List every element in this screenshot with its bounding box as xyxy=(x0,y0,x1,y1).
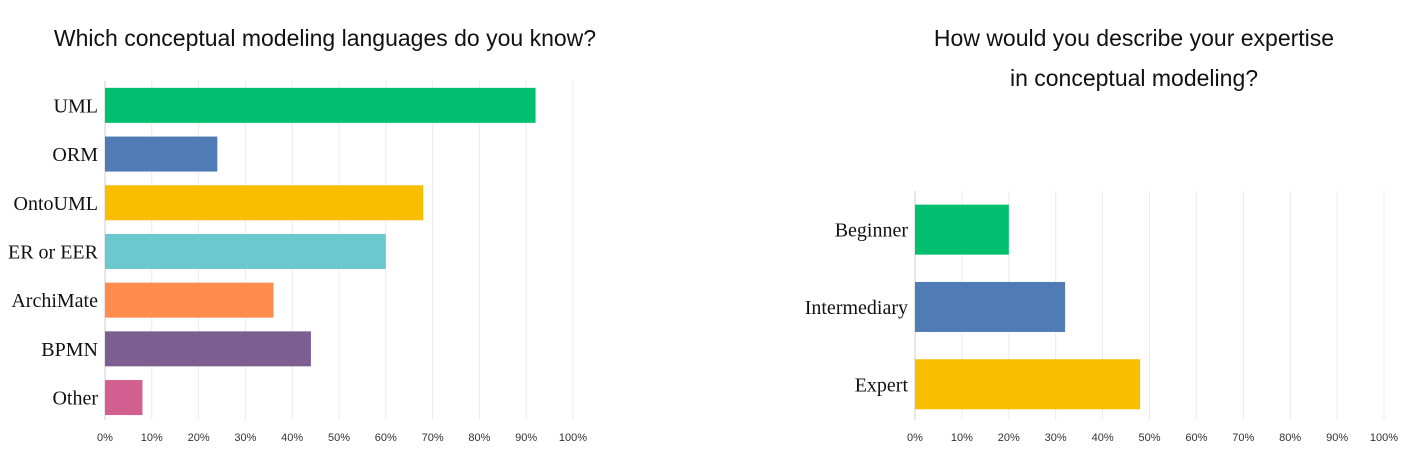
languages-bar-uml xyxy=(105,87,536,123)
languages-chart-title: Which conceptual modeling languages do y… xyxy=(54,25,596,51)
languages-chart-tick-labels: 0% 10% 20% 30% 40% 50% 60% 70% 80% 90% 100% xyxy=(97,432,587,444)
languages-chart: Which conceptual modeling languages do y… xyxy=(8,25,596,444)
languages-chart-bars xyxy=(105,87,536,416)
languages-bar-ontouml xyxy=(105,185,424,221)
languages-x-tick-label: 10% xyxy=(141,432,163,444)
expertise-x-tick-label: 60% xyxy=(1185,432,1207,444)
expertise-category-label: Expert xyxy=(855,374,909,396)
expertise-x-tick-label: 100% xyxy=(1370,432,1398,444)
languages-x-tick-label: 100% xyxy=(559,432,587,444)
languages-x-tick-label: 70% xyxy=(422,432,444,444)
expertise-x-tick-label: 90% xyxy=(1326,432,1348,444)
expertise-bar-expert xyxy=(915,359,1141,410)
languages-bar-orm xyxy=(105,136,218,172)
expertise-chart-tick-labels: 0% 10% 20% 30% 40% 50% 60% 70% 80% 90% 100% xyxy=(907,432,1398,444)
expertise-chart-category-labels: Beginner Intermediary Expert xyxy=(805,220,909,397)
languages-category-label: ER or EER xyxy=(8,241,99,263)
expertise-x-tick-label: 80% xyxy=(1279,432,1301,444)
languages-x-tick-label: 20% xyxy=(188,432,210,444)
languages-x-tick-label: 50% xyxy=(328,432,350,444)
languages-category-label: ArchiMate xyxy=(11,290,98,312)
languages-x-tick-label: 90% xyxy=(515,432,537,444)
expertise-x-tick-label: 40% xyxy=(1092,432,1114,444)
languages-x-tick-label: 80% xyxy=(468,432,490,444)
expertise-x-tick-label: 70% xyxy=(1232,432,1254,444)
expertise-bar-intermediary xyxy=(915,281,1066,332)
expertise-chart-title-line-2: in conceptual modeling? xyxy=(1010,65,1258,91)
expertise-chart-title-line-1: How would you describe your expertise xyxy=(934,25,1334,51)
languages-bar-other xyxy=(105,380,143,416)
languages-category-label: ORM xyxy=(52,144,98,166)
expertise-x-tick-label: 20% xyxy=(998,432,1020,444)
languages-x-tick-label: 0% xyxy=(97,432,113,444)
languages-bar-bpmn xyxy=(105,331,311,367)
expertise-x-tick-label: 50% xyxy=(1138,432,1160,444)
expertise-chart: How would you describe your expertise in… xyxy=(805,25,1399,444)
languages-category-label: BPMN xyxy=(41,339,98,361)
expertise-chart-bars xyxy=(915,204,1141,410)
languages-bar-archimate xyxy=(105,282,274,318)
expertise-x-tick-label: 0% xyxy=(907,432,923,444)
languages-chart-category-labels: UML ORM OntoUML ER or EER ArchiMate BPMN Other xyxy=(8,95,99,409)
expertise-x-tick-label: 10% xyxy=(951,432,973,444)
languages-category-label: Other xyxy=(52,388,98,410)
languages-x-tick-label: 40% xyxy=(281,432,303,444)
expertise-category-label: Beginner xyxy=(835,220,909,242)
languages-category-label: OntoUML xyxy=(14,193,98,215)
languages-x-tick-label: 30% xyxy=(234,432,256,444)
languages-bar-er-or-eer xyxy=(105,233,386,269)
expertise-x-tick-label: 30% xyxy=(1045,432,1067,444)
expertise-bar-beginner xyxy=(915,204,1009,255)
languages-x-tick-label: 60% xyxy=(375,432,397,444)
languages-category-label: UML xyxy=(54,95,98,117)
expertise-category-label: Intermediary xyxy=(805,297,908,319)
